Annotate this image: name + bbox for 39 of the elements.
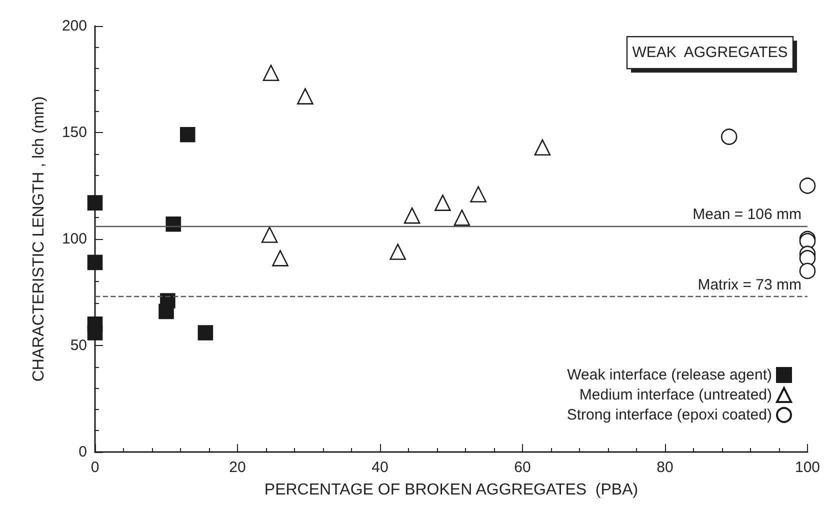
y-axis-title: CHARACTERISTIC LENGTH , lch (mm) [30,96,48,382]
point [404,207,420,224]
x-tick-label: 80 [656,459,674,476]
y-tick-label: 50 [70,337,87,354]
ref-line-label: Mean = 106 mm [692,206,802,224]
point [87,195,103,210]
y-tick-label: 0 [78,444,87,460]
point [390,244,406,260]
point [297,88,314,104]
point [434,194,451,211]
point [799,262,816,280]
legend-label: Strong interface (epoxi coated) [566,406,772,424]
point [470,186,486,202]
legend-label: Weak interface (release agent) [567,366,772,384]
point [87,325,103,340]
point [166,216,182,232]
point [198,325,214,340]
point [799,178,816,194]
annotation: WEAK AGGREGATES [632,44,788,62]
point [534,139,551,156]
point [87,254,103,270]
point [262,64,280,82]
x-tick-label: 0 [90,459,100,476]
point [158,304,174,320]
x-tick-label: 60 [514,459,531,476]
point [272,250,288,266]
x-axis-title: PERCENTAGE OF BROKEN AGGREGATES (PBA) [264,482,638,498]
point [720,128,738,145]
x-tick-label: 20 [229,459,246,476]
ref-line-label: Matrix = 73 mm [698,276,802,294]
y-tick-label: 150 [62,124,87,141]
point [454,210,470,226]
point [180,126,196,142]
y-tick-label: 200 [62,18,87,34]
point [261,226,278,243]
x-tick-label: 100 [794,459,820,476]
x-tick-label: 40 [372,459,388,476]
legend-label: Medium interface (untreated) [579,386,772,404]
y-tick-label: 100 [62,230,87,248]
